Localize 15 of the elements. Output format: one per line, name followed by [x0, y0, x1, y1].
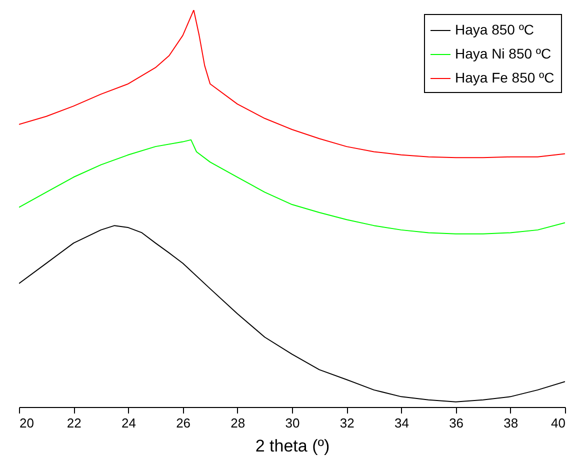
x-tick-label: 38 [504, 416, 518, 430]
x-tick-label: 20 [20, 416, 34, 430]
x-tick-label: 40 [551, 416, 566, 430]
legend-label: Haya Fe 850 ºC [455, 70, 554, 86]
x-tick-label: 24 [121, 416, 136, 430]
x-tick-label: 32 [340, 416, 354, 430]
x-tick-label: 30 [285, 416, 300, 430]
x-tick-label: 26 [176, 416, 191, 430]
x-tick-label: 36 [449, 416, 464, 430]
legend-label: Haya Ni 850 ºC [455, 46, 552, 62]
x-tick-label: 34 [394, 416, 409, 430]
x-tick-label: 22 [66, 416, 82, 430]
x-tick-label: 28 [230, 416, 246, 430]
legend-label: Haya 850 ºC [455, 22, 534, 38]
x-axis-title: 2 theta (º) [255, 436, 330, 456]
